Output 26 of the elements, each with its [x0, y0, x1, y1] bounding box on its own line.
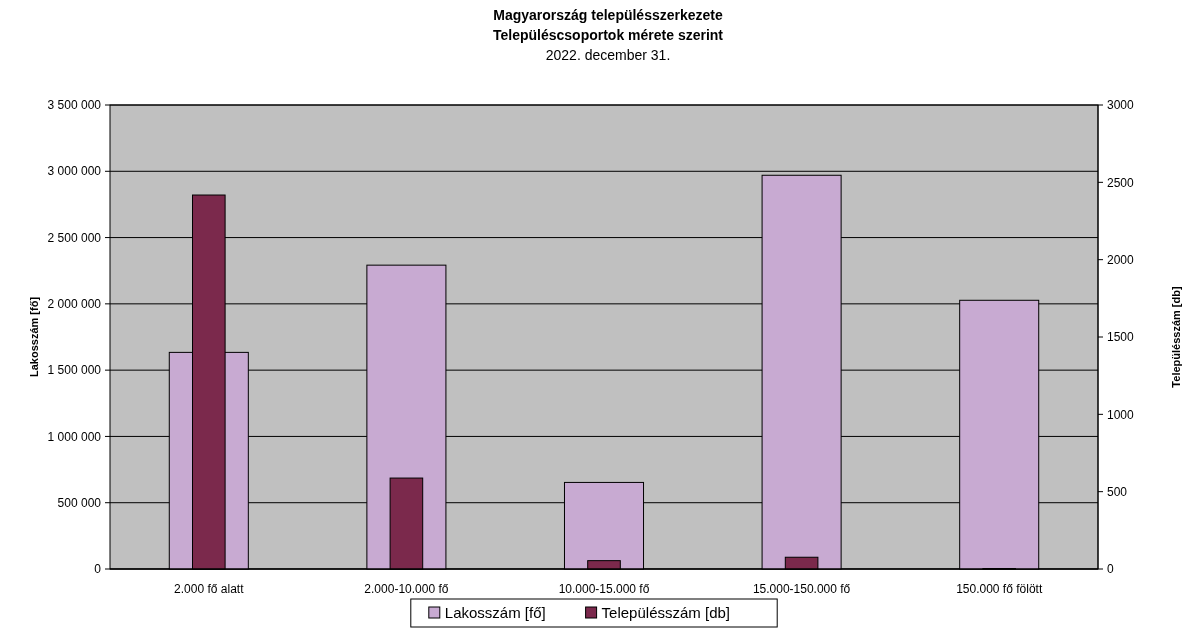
y-tick-label: 1 000 000 [47, 429, 102, 444]
x-tick-label: 2.000-10.000 fő [364, 582, 449, 597]
x-tick-label: 2.000 fő alatt [174, 582, 245, 597]
legend-label: Lakosszám [fő] [444, 604, 546, 622]
y2-tick-label: 2000 [1107, 252, 1135, 267]
y-axis-title: Lakosszám [fő] [28, 296, 40, 378]
y-tick-label: 2 000 000 [47, 297, 102, 312]
x-tick-label: 150.000 fő fölött [956, 582, 1043, 597]
x-tick-label: 10.000-15.000 fő [558, 582, 650, 597]
chart-subtitle: 2022. december 31. [545, 47, 671, 63]
y-tick-label: 0 [94, 562, 102, 577]
y-tick-label: 500 000 [57, 495, 102, 510]
x-tick-label: 15.000-150.000 fő [752, 582, 851, 597]
legend-label: Településszám [db] [601, 604, 731, 622]
y2-axis-title: Településszám [db] [1170, 286, 1182, 388]
y2-tick-label: 0 [1107, 562, 1114, 577]
y2-tick-label: 2500 [1107, 175, 1135, 190]
y-tick-label: 1 500 000 [47, 363, 102, 378]
y2-tick-label: 1500 [1107, 330, 1135, 345]
y-tick-label: 3 500 000 [47, 98, 102, 113]
y-tick-label: 2 500 000 [47, 230, 102, 245]
y2-tick-label: 500 [1107, 484, 1128, 499]
y-tick-label: 3 000 000 [47, 164, 102, 179]
y2-tick-label: 1000 [1107, 407, 1135, 422]
y2-tick-label: 3000 [1107, 98, 1135, 113]
chart-title: Magyarország településszerkezete Településcsoportok mérete szerint [492, 7, 724, 43]
